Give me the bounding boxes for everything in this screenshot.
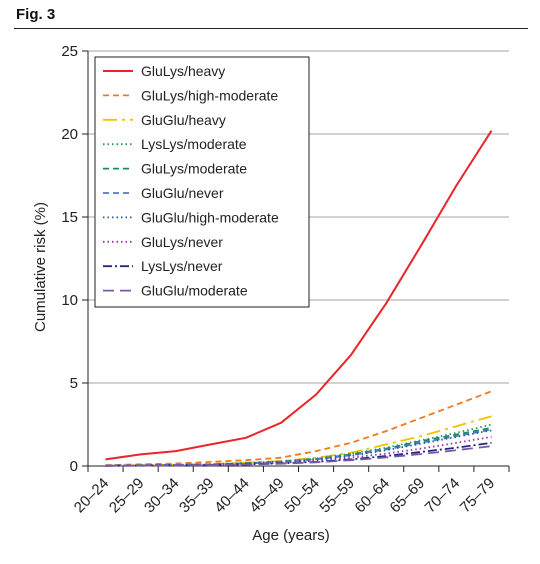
x-tick-label: 45–49 — [246, 475, 288, 517]
series-line — [105, 428, 492, 467]
legend-label: LysLys/moderate — [141, 136, 247, 152]
series-lines — [105, 130, 493, 467]
y-tick-label: 20 — [61, 126, 78, 143]
x-tick-label: 50–54 — [281, 475, 323, 517]
legend-label: LysLys/never — [141, 258, 223, 274]
x-tick-label: 40–44 — [211, 475, 253, 517]
x-tick-label: 70–74 — [422, 475, 464, 517]
legend-label: GluGlu/high-moderate — [141, 209, 279, 225]
y-tick-label: 0 — [70, 458, 78, 475]
legend-label: GluLys/high-moderate — [141, 87, 278, 103]
legend-box — [94, 56, 310, 308]
x-tick-label: 60–64 — [352, 475, 394, 517]
legend-label: GluLys/heavy — [141, 63, 225, 79]
legend-label: GluGlu/moderate — [141, 283, 248, 299]
figure-label: Fig. 3 — [16, 6, 56, 23]
legend-label: GluGlu/heavy — [141, 112, 226, 128]
x-tick-label: 25–29 — [106, 475, 148, 517]
y-tick-label: 15 — [61, 209, 78, 226]
x-tick-label: 65–69 — [387, 475, 429, 517]
series-line — [105, 445, 492, 467]
series-line — [105, 390, 492, 467]
legend-label: GluLys/moderate — [141, 161, 247, 177]
x-tick-label: 55–59 — [316, 475, 358, 517]
y-tick-label: 25 — [61, 43, 78, 60]
series-line — [105, 130, 493, 461]
y-tick-label: 10 — [61, 292, 78, 309]
x-tick-label: 20–24 — [71, 475, 113, 517]
x-tick-label: 75–79 — [457, 475, 499, 517]
x-axis-title: Age (years) — [252, 527, 330, 544]
x-tick-label: 30–34 — [141, 475, 183, 517]
legend-label: GluGlu/never — [141, 185, 224, 201]
legend: GluLys/heavy GluLys/high-moderate GluGlu/h… — [94, 56, 310, 308]
legend-label: GluLys/never — [141, 234, 223, 250]
y-axis-title: Cumulative risk (%) — [32, 202, 49, 332]
header-divider — [14, 28, 528, 29]
y-tick-label: 5 — [70, 375, 78, 392]
x-tick-label: 35–39 — [176, 475, 218, 517]
